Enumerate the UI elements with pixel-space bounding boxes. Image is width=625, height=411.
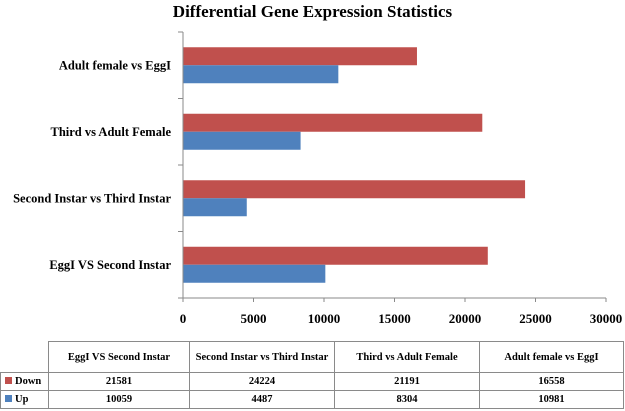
table-cell: 21191 — [334, 372, 480, 391]
x-tick-label: 0 — [180, 311, 187, 326]
x-tick-label: 20000 — [449, 311, 482, 326]
table-header-row: EggI VS Second Instar Second Instar vs T… — [0, 341, 624, 373]
table-cell: 10981 — [479, 390, 624, 409]
table-header: EggI VS Second Instar — [48, 341, 190, 373]
row-label-text: Up — [15, 394, 29, 405]
table-row-down: Down 21581 24224 21191 16558 — [0, 372, 624, 391]
y-tick-label: Second Instar vs Third Instar — [13, 191, 171, 205]
table-cell: 4487 — [189, 390, 335, 409]
bar-chart: 0 5000 10000 15000 20000 25000 30000 EggI VS Se… — [13, 31, 623, 326]
chart-title: Differential Gene Expression Statistics — [172, 2, 453, 21]
bar-down — [183, 246, 488, 265]
down-legend-key — [5, 377, 12, 384]
table-header: Second Instar vs Third Instar — [189, 341, 335, 373]
y-tick-label: EggI VS Second Instar — [49, 258, 171, 272]
table-row-label: Up — [0, 390, 49, 409]
table-header: Third vs Adult Female — [334, 341, 480, 373]
table-cell: 24224 — [189, 372, 335, 391]
bar-up — [183, 198, 247, 217]
table-row-up: Up 10059 4487 8304 10981 — [0, 390, 624, 409]
x-tick-label: 25000 — [519, 311, 552, 326]
y-tick-label: Third vs Adult Female — [51, 125, 172, 139]
table-header: Adult female vs EggI — [479, 341, 624, 373]
x-tick-label: 15000 — [378, 311, 411, 326]
bar-down — [183, 113, 483, 132]
table-corner — [0, 341, 49, 373]
table-row-label: Down — [0, 372, 49, 391]
x-tick-label: 10000 — [308, 311, 341, 326]
table-cell: 8304 — [334, 390, 480, 409]
data-table: EggI VS Second Instar Second Instar vs T… — [0, 341, 624, 409]
bar-up — [183, 65, 339, 84]
bar-down — [183, 47, 417, 66]
up-legend-key — [5, 395, 12, 402]
row-label-text: Down — [15, 376, 42, 387]
table-cell: 16558 — [479, 372, 624, 391]
bar-up — [183, 131, 301, 150]
table-cell: 10059 — [48, 390, 190, 409]
x-tick-label: 5000 — [241, 311, 267, 326]
bar-up — [183, 264, 326, 283]
table-cell: 21581 — [48, 372, 190, 391]
x-tick-label: 30000 — [590, 311, 623, 326]
bar-down — [183, 180, 526, 199]
y-tick-label: Adult female vs EggI — [59, 58, 171, 72]
